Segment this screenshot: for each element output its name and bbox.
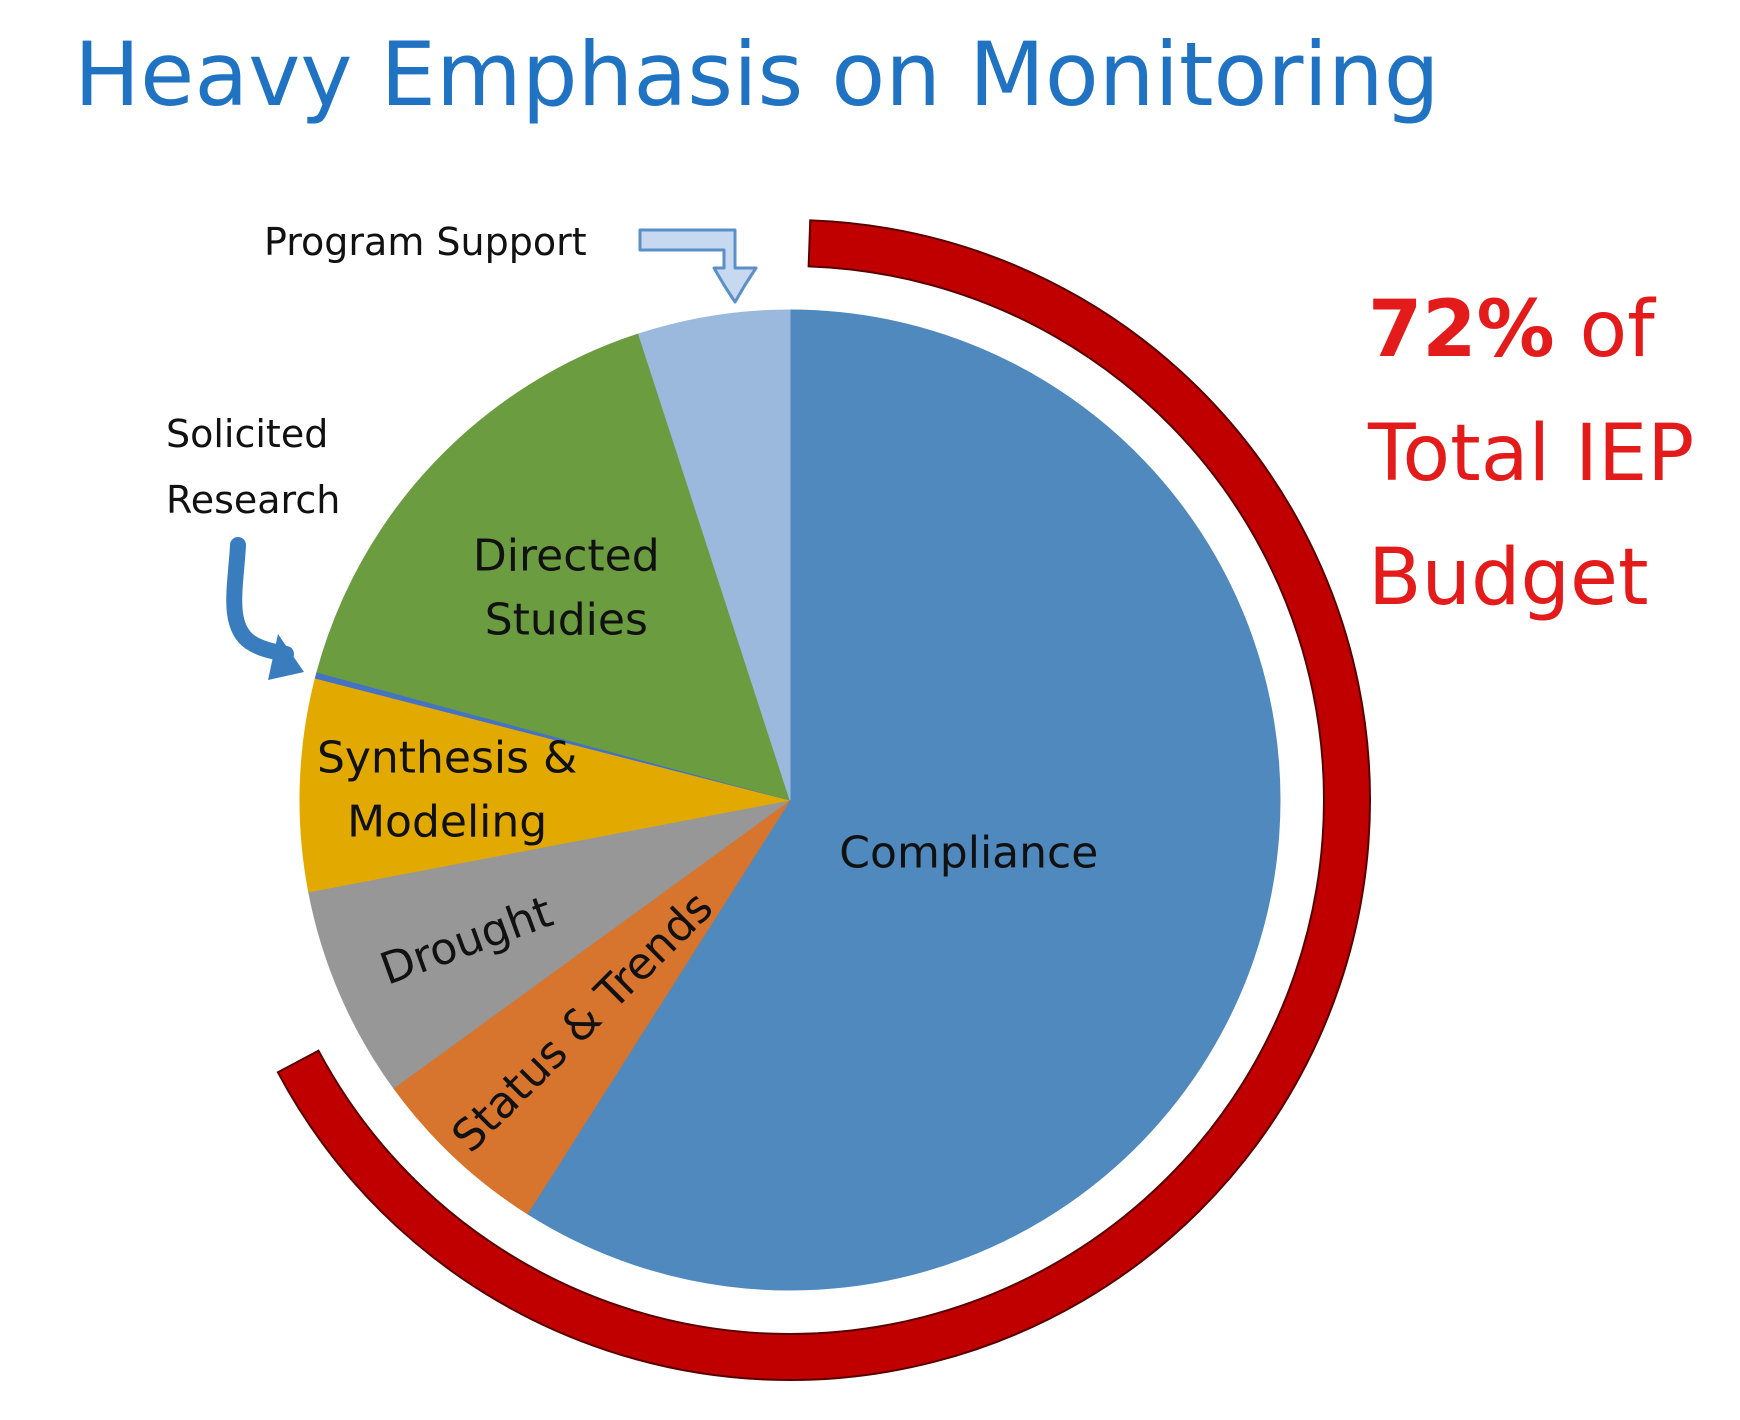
monitoring-ring-arc: [276, 219, 1371, 1381]
budget-callout-line3: Budget: [1368, 533, 1649, 623]
slice-status-trends: [392, 799, 791, 1215]
slice-synthesis-modeling: [299, 677, 791, 893]
budget-callout-line1: 72% of: [1368, 268, 1694, 392]
program-support-arrow: [638, 228, 758, 304]
slice-drought: [308, 799, 791, 1089]
program-support-label-line: Program Support: [264, 220, 587, 264]
budget-of: of: [1554, 285, 1655, 375]
solicited-research-arrow-shaft: [226, 537, 294, 662]
slice-label-line: Compliance: [839, 827, 1098, 878]
solicited-research-label-line: Solicited: [166, 412, 328, 456]
external-labels: Program Support Solicited Research: [166, 220, 587, 522]
callout-arrows: [226, 228, 758, 680]
solicited-research-label: Solicited Research: [166, 412, 340, 522]
program-support-label: Program Support: [264, 220, 587, 264]
budget-callout-line2: Total IEP: [1368, 409, 1695, 499]
monitoring-bracket-ring: [276, 219, 1371, 1381]
slice-label-line: Synthesis &: [317, 733, 577, 784]
slice-compliance: [526, 309, 1281, 1291]
slice-program-support: [637, 309, 791, 801]
slice-directed-studies: [316, 333, 791, 801]
slice-label-synthesis-modeling: Synthesis & Modeling: [317, 733, 577, 848]
budget-callout: 72% of Total IEP Budget: [1368, 268, 1694, 640]
solicited-research-label-line: Research: [166, 478, 340, 522]
budget-percent: 72%: [1368, 285, 1555, 375]
slice-label-line: Studies: [485, 595, 648, 646]
solicited-research-arrow-head: [268, 634, 304, 680]
slice-label-directed-studies: Directed Studies: [473, 531, 660, 646]
slice-label-line: Modeling: [347, 797, 547, 848]
pie-slices: [299, 309, 1281, 1291]
slice-label-line: Directed: [473, 531, 660, 582]
slice-label-compliance: Compliance: [839, 827, 1098, 878]
slide-title: Heavy Emphasis on Monitoring: [74, 23, 1440, 126]
